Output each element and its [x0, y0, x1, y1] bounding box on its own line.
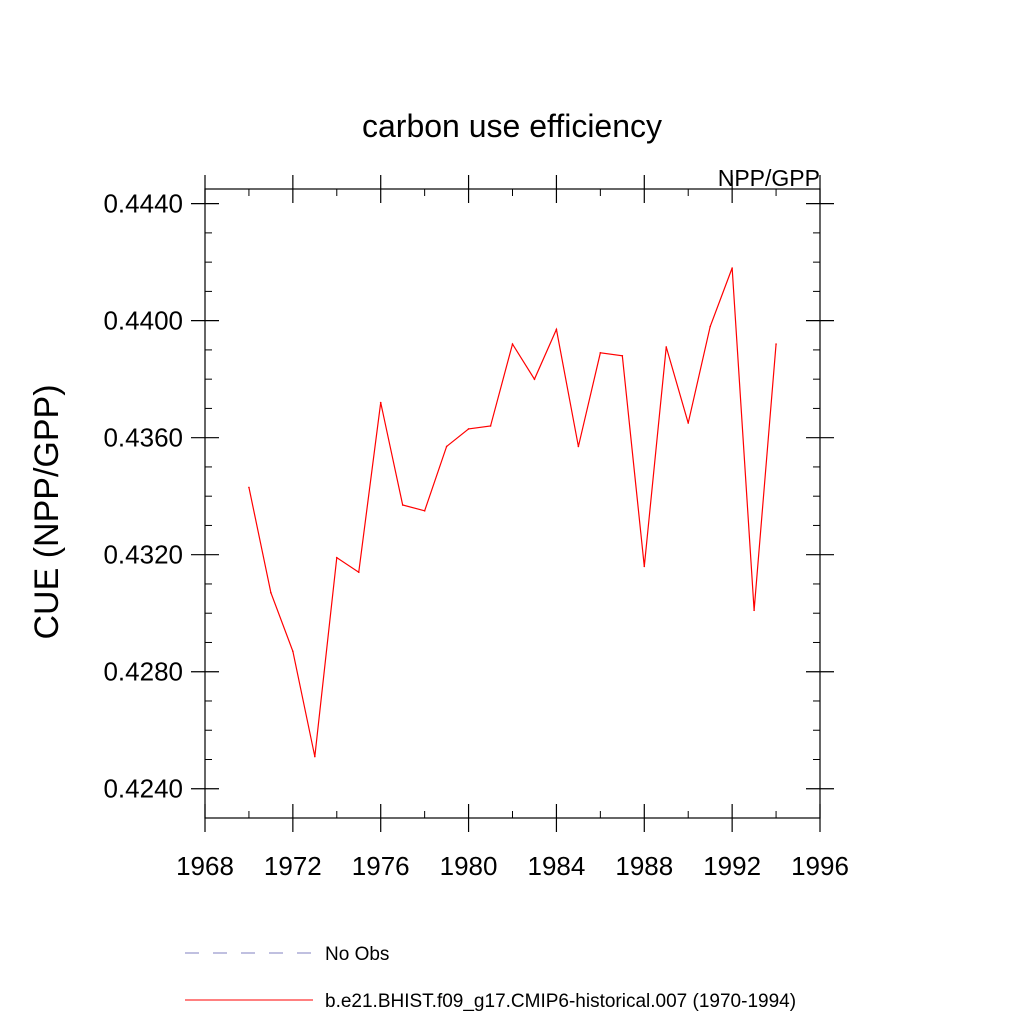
x-tick-label: 1984 [528, 851, 586, 881]
chart-subtitle: NPP/GPP [718, 165, 820, 191]
legend-item: b.e21.BHIST.f09_g17.CMIP6-historical.007… [185, 991, 796, 1012]
data-point [555, 328, 558, 331]
data-point [511, 343, 514, 345]
y-axis-label: CUE (NPP/GPP) [28, 384, 66, 639]
data-point [314, 755, 316, 758]
y-tick-label: 0.4400 [103, 306, 183, 336]
series-layer [248, 267, 777, 758]
data-point [731, 267, 733, 269]
data-point [687, 422, 690, 424]
data-point [335, 556, 338, 559]
x-tick-label: 1972 [264, 851, 322, 881]
legend-label: No Obs [325, 944, 389, 965]
x-tick-label: 1996 [791, 851, 849, 881]
legend-item: No Obs [185, 944, 389, 965]
legend-label: b.e21.BHIST.f09_g17.CMIP6-historical.007… [325, 991, 796, 1012]
data-point [709, 325, 711, 328]
y-tick-label: 0.4320 [103, 540, 183, 570]
data-point [292, 650, 294, 653]
data-point [248, 486, 250, 489]
x-tick-label: 1980 [440, 851, 498, 881]
data-point [643, 565, 646, 568]
x-tick-label: 1988 [615, 851, 673, 881]
x-tick-label: 1976 [352, 851, 410, 881]
data-point [423, 510, 426, 512]
data-point [401, 504, 404, 506]
data-point [270, 591, 272, 594]
data-point [577, 445, 580, 448]
data-point [379, 401, 382, 404]
y-tick-label: 0.4240 [103, 774, 183, 804]
legend: No Obs b.e21.BHIST.f09_g17.CMIP6-historic… [185, 944, 796, 1012]
y-tick-label: 0.4280 [103, 657, 183, 687]
data-point [357, 571, 360, 574]
data-point [621, 354, 624, 357]
data-point [599, 352, 602, 354]
x-tick-label: 1992 [703, 851, 761, 881]
y-tick-label: 0.4440 [103, 189, 183, 219]
data-point [753, 609, 755, 612]
axes: 1968 1972 1976 1980 1984 1988 1992 1996 0.4240 0.… [103, 175, 849, 881]
data-point [489, 425, 492, 427]
data-point [445, 445, 448, 448]
y-tick-label: 0.4360 [103, 423, 183, 453]
data-point [775, 343, 777, 345]
series-0 [248, 267, 777, 758]
data-point [665, 346, 668, 348]
series-line [248, 267, 777, 757]
plot-frame [204, 188, 821, 819]
data-point [533, 378, 536, 380]
chart-title: carbon use efficiency [362, 108, 662, 144]
data-point [467, 428, 470, 430]
x-tick-label: 1968 [176, 851, 234, 881]
